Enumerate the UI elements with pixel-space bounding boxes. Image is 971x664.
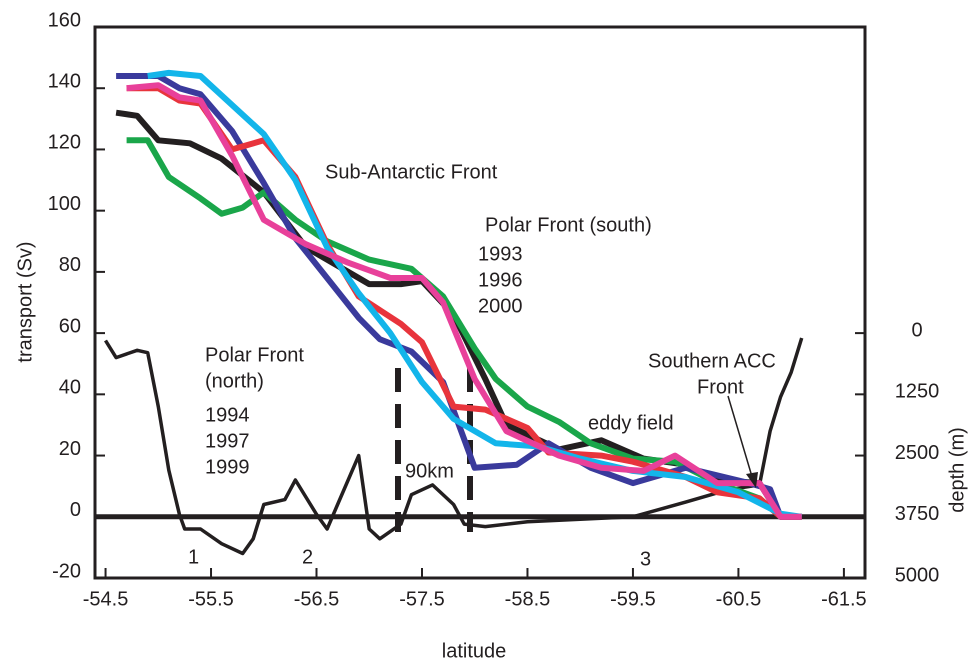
y-tick-label: 0 — [70, 499, 81, 521]
annotation: 3 — [640, 548, 651, 570]
legend-label: 1999 — [205, 456, 250, 478]
y-tick-label: -20 — [52, 560, 81, 582]
annotation: 90km — [405, 460, 454, 482]
legend-label: 1996 — [478, 269, 523, 291]
y2-tick-label: 0 — [911, 319, 922, 341]
y-tick-label: 40 — [59, 377, 81, 399]
y-tick-label: 120 — [48, 132, 81, 154]
legend-label: 1997 — [205, 430, 250, 452]
y2-tick-label: 5000 — [895, 564, 940, 586]
x-tick-label: -56.5 — [294, 588, 340, 610]
y2-tick-label: 2500 — [895, 442, 940, 464]
y-axis-label: transport (Sv) — [14, 241, 36, 362]
arrow-head — [746, 472, 758, 488]
x-tick-label: -55.5 — [188, 588, 234, 610]
x-axis-label: latitude — [442, 640, 507, 662]
y-tick-label: 60 — [59, 315, 81, 337]
y-tick-label: 80 — [59, 254, 81, 276]
transport-line — [116, 73, 802, 520]
annotation: (north) — [205, 370, 264, 392]
y2-tick-label: 3750 — [895, 503, 940, 525]
legend-label: 1994 — [205, 404, 250, 426]
annotation: 2 — [302, 546, 313, 568]
legend-label: 1993 — [478, 243, 523, 265]
arrow-line — [727, 395, 754, 481]
annotation: Sub-Antarctic Front — [325, 161, 498, 183]
x-tick-label: -57.5 — [399, 588, 445, 610]
y2-tick-label: 1250 — [895, 381, 940, 403]
annotation: eddy field — [588, 412, 674, 434]
annotation: Southern ACC — [648, 350, 776, 372]
x-tick-label: -59.5 — [610, 588, 656, 610]
annotation: Polar Front (south) — [485, 214, 652, 236]
annotation: 1 — [188, 546, 199, 568]
x-tick-label: -58.5 — [505, 588, 551, 610]
annotation: Front — [697, 376, 744, 398]
y-tick-label: 160 — [48, 9, 81, 31]
transport-line — [147, 69, 803, 520]
annotation: Polar Front — [205, 344, 304, 366]
x-tick-label: -60.5 — [716, 588, 762, 610]
y2-axis-label: depth (m) — [946, 427, 968, 513]
x-tick-label: -54.5 — [83, 588, 129, 610]
plot-frame — [93, 25, 867, 580]
x-tick-label: -61.5 — [821, 588, 867, 610]
y-tick-label: 100 — [48, 193, 81, 215]
legend-label: 2000 — [478, 295, 523, 317]
y-tick-label: 140 — [48, 71, 81, 93]
y-tick-label: 20 — [59, 438, 81, 460]
bathymetry-line — [104, 337, 804, 556]
transport-line — [126, 82, 802, 520]
